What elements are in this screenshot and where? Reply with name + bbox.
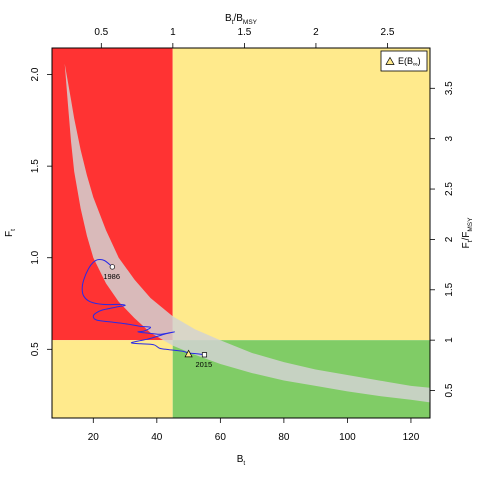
- trajectory-series-0: [81, 258, 205, 356]
- zone-red: [52, 48, 173, 341]
- annotation-label-0: 1986: [103, 272, 120, 281]
- y-tick-label-3: 2.0: [30, 67, 41, 81]
- start-point-marker: [109, 264, 116, 270]
- top-tick-label-3: 2: [313, 27, 319, 38]
- right-axis-title: Ft/FMSY: [461, 217, 474, 249]
- y-tick-label-2: 1.5: [30, 159, 41, 173]
- legend: E(B∞): [380, 50, 428, 72]
- x-axis-bottom: 20 40 60 80 100 120: [88, 418, 420, 443]
- band-area: [64, 63, 430, 403]
- right-tick-label-4: 2.5: [444, 182, 455, 196]
- right-tick-label-3: 2: [444, 236, 455, 242]
- x-tick-label-1: 40: [151, 432, 163, 443]
- y-axis-left: 0.5 1.0 1.5 2.0: [30, 67, 52, 356]
- top-tick-label-0: 0.5: [94, 27, 108, 38]
- end-point-marker: [201, 352, 208, 358]
- legend-label: E(B∞): [398, 56, 421, 68]
- x-axis-title: Bt: [237, 454, 246, 467]
- right-tick-label-5: 3: [444, 135, 455, 141]
- top-tick-label-2: 1.5: [237, 27, 251, 38]
- x-tick-label-2: 60: [215, 432, 227, 443]
- x-tick-label-5: 120: [403, 432, 420, 443]
- zone-yellow-lower: [52, 340, 173, 418]
- y-tick-label-1: 1.0: [30, 250, 41, 264]
- x-tick-label-3: 80: [278, 432, 290, 443]
- expected-biomass-triangle-icon: [184, 349, 193, 358]
- y-axis-title: Ft: [4, 229, 17, 237]
- right-tick-label-0: 0.5: [444, 383, 455, 397]
- legend-box: [380, 50, 428, 72]
- trajectory-line: [81, 258, 205, 356]
- y-axis-right: 0.5 1 1.5 2 2.5 3 3.5: [430, 81, 455, 397]
- plot-frame: [51, 47, 431, 419]
- right-tick-label-6: 3.5: [444, 81, 455, 95]
- right-tick-label-1: 1: [444, 337, 455, 343]
- x-tick-label-4: 100: [339, 432, 356, 443]
- x-tick-label-0: 20: [88, 432, 100, 443]
- status-zones: [52, 48, 430, 418]
- top-tick-label-1: 1: [170, 27, 176, 38]
- x-axis-top: 0.5 1 1.5 2 2.5: [94, 27, 395, 48]
- right-tick-label-2: 1.5: [444, 282, 455, 296]
- top-tick-label-4: 2.5: [381, 27, 395, 38]
- top-axis-title: Bt/BMSY: [225, 13, 258, 26]
- zone-yellow-upper: [172, 48, 430, 341]
- annotation-label-1: 2015: [195, 360, 212, 369]
- legend-triangle-icon: [385, 56, 395, 65]
- y-tick-label-0: 0.5: [30, 342, 41, 356]
- markers: 1986 2015: [103, 264, 212, 369]
- uncertainty-band: [64, 63, 430, 403]
